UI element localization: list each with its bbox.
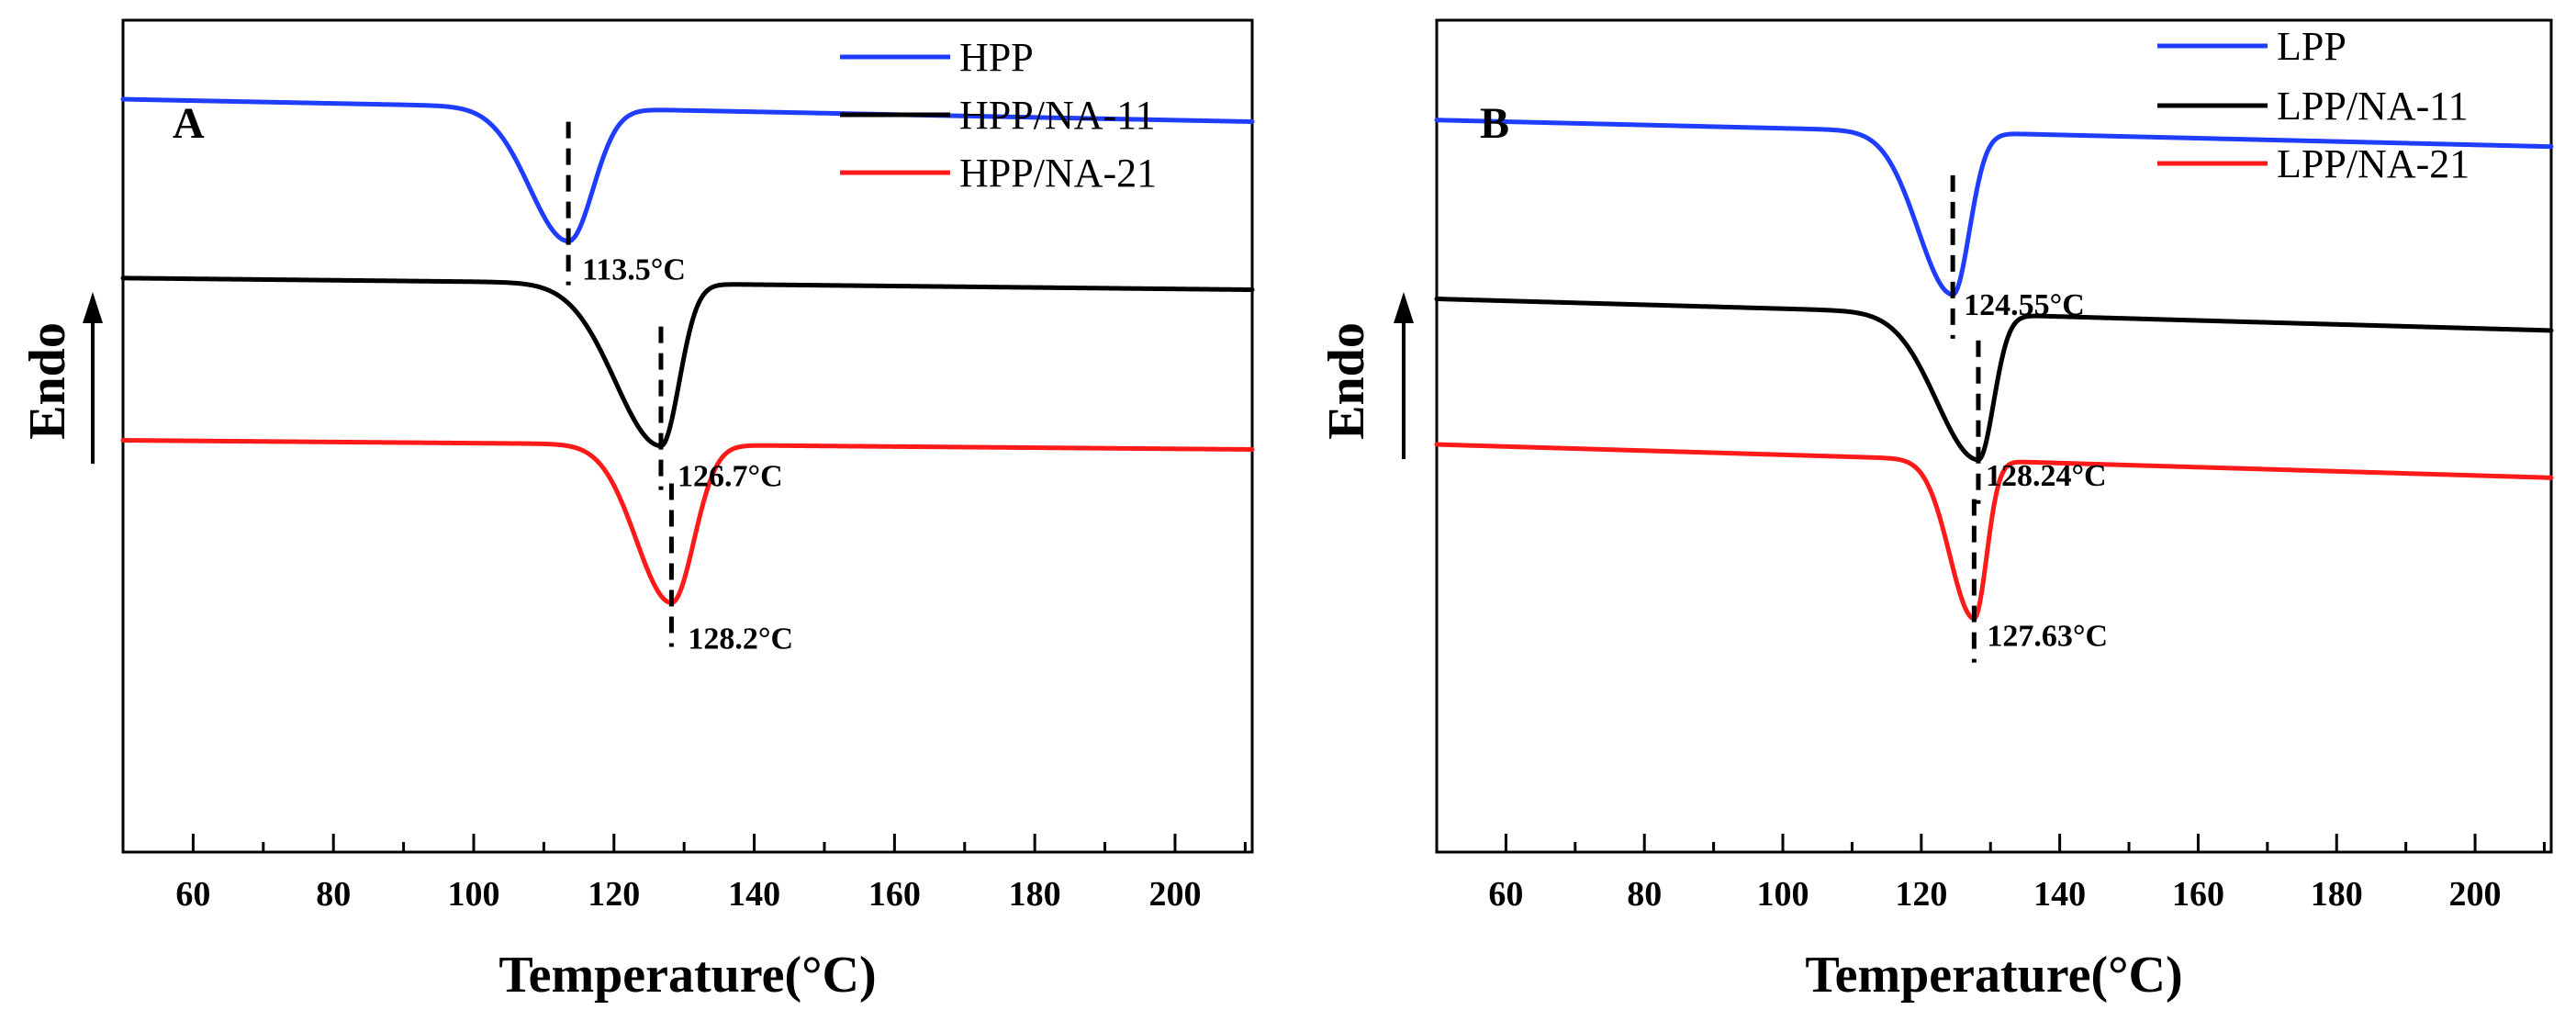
endo-arrow-head — [1394, 292, 1414, 323]
x-axis-label: Temperature(°C) — [498, 947, 876, 1004]
x-tick-label: 120 — [588, 875, 640, 914]
legend-entry: HPP — [959, 35, 1034, 80]
peak-label: 127.63°C — [1987, 620, 2108, 654]
series-line-hpp-na-11 — [120, 275, 1255, 449]
panel-label: A — [173, 99, 205, 148]
peak-markers — [1950, 174, 1981, 663]
series-line-hpp-na-21 — [120, 438, 1255, 605]
legend-entry: LPP/NA-11 — [2277, 84, 2469, 129]
legend-entry: HPP/NA-11 — [959, 93, 1156, 138]
peak-labels: 124.55°C 128.24°C 127.63°C — [1964, 288, 2108, 654]
peak-labels: 113.5°C 126.7°C 128.2°C — [582, 253, 793, 656]
x-tick-label: 140 — [2033, 875, 2086, 914]
legend-entry: LPP/NA-21 — [2277, 141, 2470, 186]
x-tick-label: 160 — [868, 875, 921, 914]
curves — [120, 96, 1255, 605]
panel-label: B — [1480, 99, 1509, 148]
x-tick-label: 80 — [1627, 875, 1662, 914]
x-tick-label: 140 — [728, 875, 780, 914]
x-axis-label: Temperature(°C) — [1805, 947, 2182, 1004]
peak-label: 126.7°C — [678, 460, 783, 494]
x-tick-label: 200 — [2449, 875, 2502, 914]
plot-frame — [121, 18, 1254, 854]
series-line-hpp — [120, 96, 1255, 244]
panel-a: 60 80 100 120 140 160 180 200 113.5°C 126.7°C 128… — [19, 18, 1255, 1004]
x-tick-label: 100 — [1757, 875, 1809, 914]
legend: LPP LPP/NA-11 LPP/NA-21 — [2157, 24, 2470, 186]
x-tick-label: 60 — [1488, 875, 1523, 914]
x-tick-label: 180 — [1009, 875, 1061, 914]
y-axis-label: Endo — [1318, 322, 1375, 440]
x-tick-label: 160 — [2172, 875, 2224, 914]
series-line-lpp — [1434, 118, 2554, 297]
legend-entry: HPP/NA-21 — [959, 151, 1157, 196]
x-ticks: 60 80 100 120 140 160 180 200 — [121, 834, 1247, 914]
x-tick-label: 60 — [175, 875, 210, 914]
legend: HPP HPP/NA-11 HPP/NA-21 — [840, 35, 1157, 196]
x-tick-label: 100 — [447, 875, 499, 914]
plot-frame — [1435, 18, 2553, 854]
panel-b: 60 80 100 120 140 160 180 200 124.55°C128.24°C1… — [1318, 18, 2554, 1004]
y-axis-label-group: Endo — [19, 292, 103, 464]
x-tick-label: 80 — [316, 875, 351, 914]
peak-markers — [566, 121, 674, 647]
y-axis-label: Endo — [19, 322, 76, 440]
curves — [1434, 118, 2554, 622]
peak-label: 128.2°C — [688, 623, 793, 656]
x-tick-label: 200 — [1148, 875, 1201, 914]
y-axis-label-group: Endo — [1318, 292, 1414, 459]
legend-entry: LPP — [2277, 24, 2346, 69]
peak-label: 113.5°C — [582, 253, 686, 287]
x-tick-label: 180 — [2311, 875, 2363, 914]
x-ticks: 60 80 100 120 140 160 180 200 — [1435, 834, 2546, 914]
peak-label: 124.55°C — [1964, 288, 2085, 322]
series-line-lpp-na-11 — [1434, 297, 2554, 463]
series-line-lpp-na-21 — [1434, 442, 2554, 622]
endo-arrow-head — [83, 292, 103, 323]
peak-label: 128.24°C — [1986, 459, 2107, 493]
x-tick-label: 120 — [1895, 875, 1947, 914]
